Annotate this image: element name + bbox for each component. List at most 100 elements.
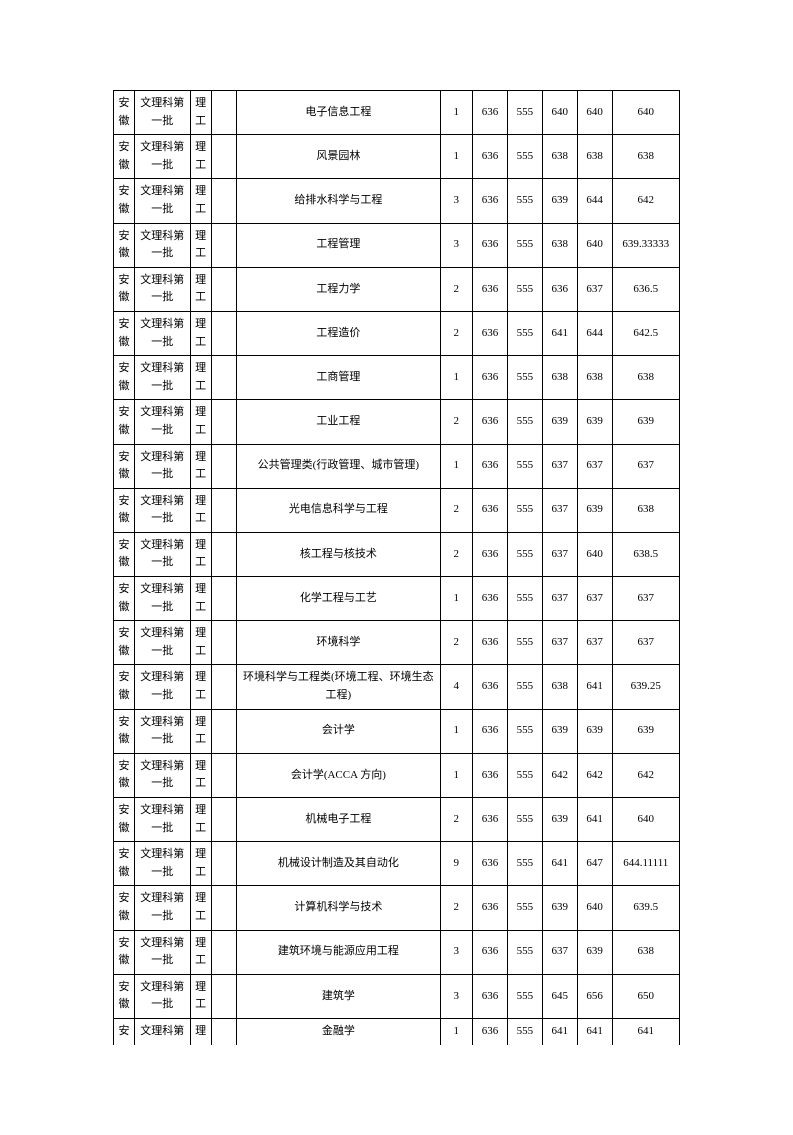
province-cell: 安徽 — [114, 886, 135, 930]
avg-cell: 640 — [612, 91, 680, 135]
batch-cell: 文理科第一批 — [134, 400, 190, 444]
score1-cell: 636 — [473, 267, 508, 311]
score1-cell: 636 — [473, 223, 508, 267]
batch-cell: 文理科第一批 — [134, 665, 190, 709]
score4-cell: 639 — [577, 709, 612, 753]
empty-cell — [211, 311, 237, 355]
major-cell: 公共管理类(行政管理、城市管理) — [237, 444, 440, 488]
score2-cell: 555 — [507, 444, 542, 488]
category-cell: 理工 — [190, 753, 211, 797]
major-cell: 给排水科学与工程 — [237, 179, 440, 223]
score1-cell: 636 — [473, 798, 508, 842]
major-cell: 工业工程 — [237, 400, 440, 444]
score3-cell: 637 — [542, 577, 577, 621]
empty-cell — [211, 356, 237, 400]
score3-cell: 640 — [542, 91, 577, 135]
category-cell: 理工 — [190, 179, 211, 223]
score2-cell: 555 — [507, 488, 542, 532]
score3-cell: 636 — [542, 267, 577, 311]
avg-cell: 637 — [612, 577, 680, 621]
major-cell: 环境科学与工程类(环境工程、环境生态工程) — [237, 665, 440, 709]
empty-cell — [211, 886, 237, 930]
category-cell: 理工 — [190, 444, 211, 488]
avg-cell: 638.5 — [612, 532, 680, 576]
score4-cell: 644 — [577, 311, 612, 355]
table-row: 安徽文理科第一批理工电子信息工程1636555640640640 — [114, 91, 680, 135]
batch-cell: 文理科第一批 — [134, 621, 190, 665]
table-row: 安徽文理科第一批理工公共管理类(行政管理、城市管理)16365556376376… — [114, 444, 680, 488]
score4-cell: 640 — [577, 532, 612, 576]
avg-cell: 639 — [612, 709, 680, 753]
category-cell: 理工 — [190, 577, 211, 621]
avg-cell: 642.5 — [612, 311, 680, 355]
avg-cell: 637 — [612, 621, 680, 665]
major-cell: 环境科学 — [237, 621, 440, 665]
empty-cell — [211, 267, 237, 311]
empty-cell — [211, 842, 237, 886]
batch-cell: 文理科第一批 — [134, 577, 190, 621]
count-cell: 1 — [440, 709, 473, 753]
category-cell: 理工 — [190, 709, 211, 753]
province-cell: 安徽 — [114, 974, 135, 1018]
batch-cell: 文理科第一批 — [134, 709, 190, 753]
score2-cell: 555 — [507, 179, 542, 223]
count-cell: 2 — [440, 267, 473, 311]
avg-cell: 638 — [612, 488, 680, 532]
count-cell: 9 — [440, 842, 473, 886]
count-cell: 1 — [440, 1018, 473, 1044]
category-cell: 理工 — [190, 311, 211, 355]
major-cell: 机械设计制造及其自动化 — [237, 842, 440, 886]
count-cell: 2 — [440, 532, 473, 576]
score2-cell: 555 — [507, 577, 542, 621]
category-cell: 理工 — [190, 798, 211, 842]
batch-cell: 文理科第一批 — [134, 444, 190, 488]
avg-cell: 637 — [612, 444, 680, 488]
score3-cell: 639 — [542, 400, 577, 444]
score4-cell: 640 — [577, 91, 612, 135]
score1-cell: 636 — [473, 135, 508, 179]
score3-cell: 639 — [542, 179, 577, 223]
empty-cell — [211, 488, 237, 532]
score1-cell: 636 — [473, 532, 508, 576]
table-row: 安徽文理科第一批理工核工程与核技术2636555637640638.5 — [114, 532, 680, 576]
table-row: 安徽文理科第一批理工建筑环境与能源应用工程3636555637639638 — [114, 930, 680, 974]
batch-cell: 文理科第一批 — [134, 311, 190, 355]
avg-cell: 638 — [612, 135, 680, 179]
score4-cell: 641 — [577, 798, 612, 842]
score2-cell: 555 — [507, 356, 542, 400]
score4-cell: 641 — [577, 1018, 612, 1044]
category-cell: 理工 — [190, 974, 211, 1018]
score1-cell: 636 — [473, 179, 508, 223]
avg-cell: 638 — [612, 356, 680, 400]
score2-cell: 555 — [507, 842, 542, 886]
score3-cell: 637 — [542, 488, 577, 532]
major-cell: 风景园林 — [237, 135, 440, 179]
batch-cell: 文理科第一批 — [134, 886, 190, 930]
table-row: 安徽文理科第一批理工会计学(ACCA 方向)1636555642642642 — [114, 753, 680, 797]
batch-cell: 文理科第一批 — [134, 223, 190, 267]
score3-cell: 637 — [542, 444, 577, 488]
batch-cell: 文理科第一批 — [134, 179, 190, 223]
score4-cell: 644 — [577, 179, 612, 223]
empty-cell — [211, 223, 237, 267]
count-cell: 1 — [440, 444, 473, 488]
count-cell: 2 — [440, 886, 473, 930]
category-cell: 理工 — [190, 665, 211, 709]
avg-cell: 640 — [612, 798, 680, 842]
empty-cell — [211, 400, 237, 444]
count-cell: 1 — [440, 91, 473, 135]
province-cell: 安徽 — [114, 311, 135, 355]
table-row: 安徽文理科第一批理工工商管理1636555638638638 — [114, 356, 680, 400]
score1-cell: 636 — [473, 311, 508, 355]
score4-cell: 639 — [577, 400, 612, 444]
empty-cell — [211, 665, 237, 709]
batch-cell: 文理科第一批 — [134, 930, 190, 974]
score3-cell: 639 — [542, 798, 577, 842]
count-cell: 1 — [440, 135, 473, 179]
province-cell: 安徽 — [114, 621, 135, 665]
score2-cell: 555 — [507, 621, 542, 665]
score2-cell: 555 — [507, 223, 542, 267]
score2-cell: 555 — [507, 1018, 542, 1044]
score1-cell: 636 — [473, 444, 508, 488]
province-cell: 安徽 — [114, 930, 135, 974]
